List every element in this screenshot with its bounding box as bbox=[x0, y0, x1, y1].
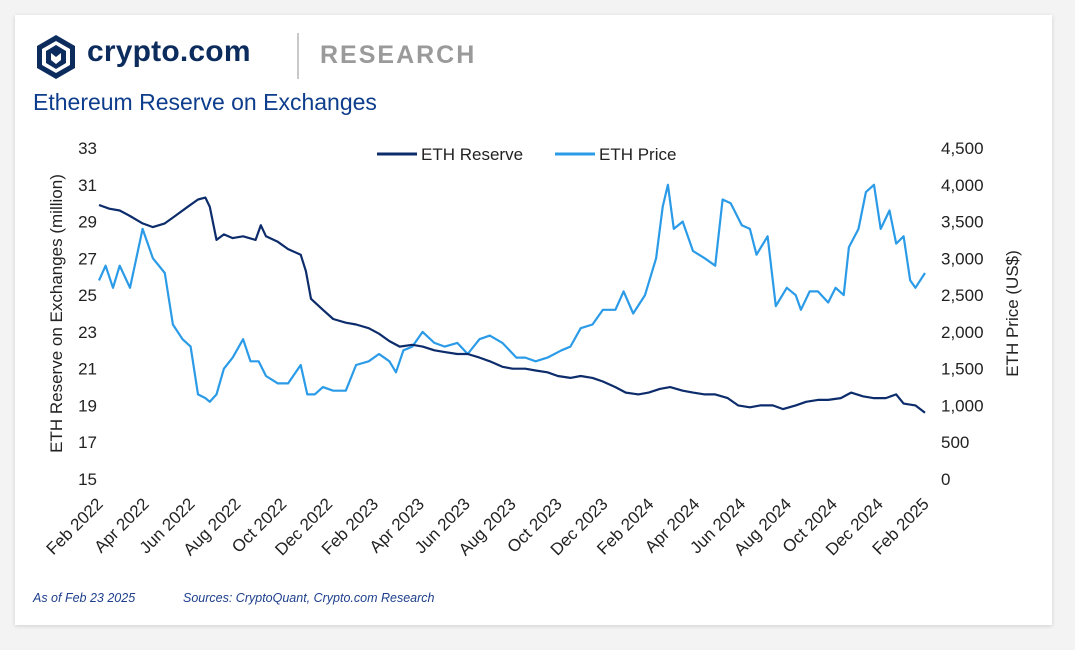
y-left-tick-label: 23 bbox=[78, 323, 97, 342]
y-right-tick-label: 500 bbox=[941, 433, 969, 452]
y-right-tick-label: 4,500 bbox=[941, 139, 984, 158]
y-left-tick-label: 29 bbox=[78, 213, 97, 232]
y-left-tick-label: 33 bbox=[78, 139, 97, 158]
y-right-tick-label: 4,000 bbox=[941, 176, 984, 195]
y-right-tick-label: 2,000 bbox=[941, 323, 984, 342]
y-left-tick-label: 17 bbox=[78, 433, 97, 452]
chart-title: Ethereum Reserve on Exchanges bbox=[33, 89, 377, 115]
y-left-tick-label: 25 bbox=[78, 286, 97, 305]
y-right-tick-label: 2,500 bbox=[941, 286, 984, 305]
y-right-tick-label: 3,000 bbox=[941, 249, 984, 268]
logo-divider bbox=[297, 33, 299, 79]
y-left-tick-label: 21 bbox=[78, 360, 97, 379]
as-of-note: As of Feb 23 2025 bbox=[33, 591, 136, 605]
legend-eth-price-label: ETH Price bbox=[599, 145, 676, 164]
y-right-axis-title: ETH Price (US$) bbox=[1003, 250, 1022, 377]
brand-name: crypto.com bbox=[87, 35, 251, 68]
chart-card: crypto.com RESEARCH Ethereum Reserve on … bbox=[15, 15, 1052, 625]
line-chart: 15 17 19 21 23 25 27 29 31 33 0 500 1,000 1,500 2,000 2… bbox=[43, 139, 1022, 559]
crypto-com-lion-shield-icon bbox=[37, 35, 75, 79]
eth-reserve-line bbox=[98, 196, 926, 414]
y-left-tick-label: 27 bbox=[78, 249, 97, 268]
y-right-tick-label: 1,000 bbox=[941, 396, 984, 415]
brand-section: RESEARCH bbox=[320, 41, 477, 69]
y-left-tick-label: 19 bbox=[78, 396, 97, 415]
y-left-axis-title: ETH Reserve on Exchanges (million) bbox=[47, 174, 66, 453]
y-left-tick-label: 31 bbox=[78, 176, 97, 195]
legend-eth-reserve-label: ETH Reserve bbox=[421, 145, 523, 164]
y-left-tick-label: 15 bbox=[78, 470, 97, 489]
y-right-tick-label: 3,500 bbox=[941, 213, 984, 232]
sources-note: Sources: CryptoQuant, Crypto.com Researc… bbox=[183, 591, 435, 605]
eth-price-line bbox=[97, 183, 926, 403]
y-right-tick-label: 1,500 bbox=[941, 360, 984, 379]
y-right-tick-label: 0 bbox=[941, 470, 950, 489]
